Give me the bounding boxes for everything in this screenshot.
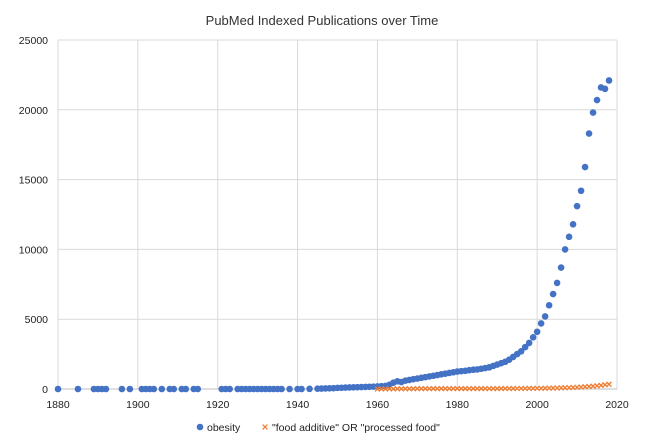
data-point-obesity: [569, 220, 577, 228]
data-point-obesity: [545, 301, 553, 309]
y-tick-label: 20000: [19, 105, 48, 117]
legend-marker-obesity: [196, 423, 204, 431]
y-tick-label: 10000: [19, 244, 48, 256]
data-point-obesity: [306, 385, 313, 393]
data-point-obesity: [561, 246, 569, 253]
chart-title: PubMed Indexed Publications over Time: [206, 13, 439, 28]
data-point-obesity: [102, 385, 110, 393]
y-tick-label: 5000: [25, 314, 49, 326]
data-point-obesity: [298, 385, 305, 393]
data-point-obesity: [553, 279, 561, 287]
data-point-obesity: [585, 130, 593, 137]
data-point-obesity: [601, 85, 609, 93]
data-point-obesity: [194, 385, 202, 393]
data-point-obesity: [533, 328, 541, 336]
data-point-obesity: [581, 163, 589, 171]
data-point-obesity: [541, 313, 549, 320]
data-point-obesity: [605, 77, 613, 84]
data-point-obesity: [565, 233, 573, 241]
x-tick-label: 1920: [206, 399, 230, 411]
series-obesity: [54, 77, 613, 393]
data-point-obesity: [54, 385, 62, 393]
x-tick-label: 1880: [46, 399, 70, 411]
data-point-obesity: [74, 385, 82, 393]
y-tick-label: 15000: [19, 175, 48, 187]
data-point-obesity: [549, 290, 557, 298]
data-point-obesity: [537, 320, 545, 327]
data-point-food-additive: [606, 381, 612, 388]
data-point-obesity: [118, 385, 126, 393]
data-point-obesity: [126, 385, 134, 393]
data-point-obesity: [529, 334, 537, 341]
data-point-obesity: [278, 385, 285, 393]
data-point-obesity: [170, 385, 178, 393]
data-series: [54, 77, 613, 393]
data-point-obesity: [557, 264, 565, 271]
gridlines: [57, 39, 618, 390]
data-point-obesity: [577, 187, 585, 195]
legend-marker-food-additive: [262, 424, 268, 430]
series-food-additive: [374, 381, 612, 392]
data-point-obesity: [521, 343, 529, 351]
data-point-obesity: [589, 109, 597, 116]
x-tick-label: 1900: [126, 399, 150, 411]
x-tick-label: 1940: [286, 399, 310, 411]
y-tick-label: 25000: [19, 35, 48, 47]
legend: obesity "food additive" OR "processed foo…: [196, 422, 440, 434]
data-point-obesity: [226, 385, 233, 393]
data-point-obesity: [525, 339, 533, 347]
x-tick-label: 1980: [446, 399, 470, 411]
data-point-obesity: [593, 96, 601, 104]
legend-label-food-additive: "food additive" OR "processed food": [272, 422, 440, 434]
data-point-obesity: [286, 385, 293, 393]
x-tick-label: 2020: [605, 399, 629, 411]
data-point-obesity: [517, 348, 525, 355]
y-tick-label: 0: [42, 384, 48, 396]
x-tick-label: 2000: [525, 399, 549, 411]
data-point-obesity: [182, 385, 190, 393]
x-tick-label: 1960: [366, 399, 390, 411]
data-point-obesity: [150, 385, 158, 393]
legend-label-obesity: obesity: [207, 422, 241, 434]
data-point-obesity: [158, 385, 166, 393]
data-point-obesity: [573, 202, 581, 210]
